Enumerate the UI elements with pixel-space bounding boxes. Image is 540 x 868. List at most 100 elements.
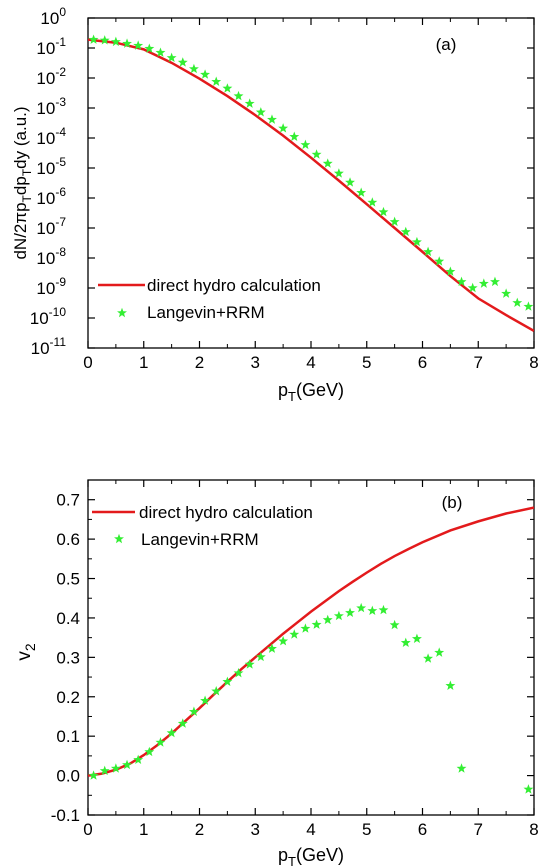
panel-a-langevin-point [133, 40, 144, 50]
panel-b-x-tick-label: 4 [306, 820, 315, 839]
panel-a-langevin-point [200, 69, 211, 79]
panel-a-y-tick-label: 10-5 [36, 155, 66, 178]
panel-b-langevin-point [177, 718, 188, 728]
panel-a-y-tick-label: 10-3 [36, 95, 66, 118]
panel-b-langevin-point [333, 610, 344, 621]
panel-a-y-tick-label: 10-11 [31, 335, 67, 358]
panel-b-langevin-point [166, 727, 177, 738]
panel-a-x-tick-label: 4 [306, 353, 315, 372]
panel-b-langevin-point [211, 686, 222, 696]
panel-a-langevin-point [378, 206, 389, 217]
panel-b-x-tick-label: 5 [362, 820, 371, 839]
panel-b-x-tick-label: 2 [195, 820, 204, 839]
panel-a-langevin-point [166, 52, 177, 63]
panel-a-x-tick-label: 0 [83, 353, 92, 372]
panel-a-x-tick-label: 3 [251, 353, 260, 372]
panel-b-x-tick-label: 8 [529, 820, 538, 839]
panel-a-plot-frame [87, 17, 535, 349]
panel-a-langevin-point [322, 158, 333, 168]
panel-a-langevin-point [99, 35, 110, 45]
panel-b-y-tick-label: 0.3 [56, 648, 80, 667]
panel-a-x-tick-label: 2 [195, 353, 204, 372]
panel-b-series-hydro-line [88, 506, 534, 777]
panel-a-langevin-point [155, 47, 166, 57]
panel-b-langevin-point [434, 647, 445, 657]
panel-b-langevin-point [267, 643, 277, 653]
panel-a-langevin-point [255, 107, 266, 117]
panel-b-langevin-point [367, 605, 378, 616]
panel-a-langevin-point [501, 288, 512, 298]
panel-b-langevin-point [99, 765, 110, 776]
panel-b-langevin-point [311, 619, 322, 629]
panel-a-langevin-point [445, 266, 456, 276]
panel-a-y-tick-label: 10-6 [36, 185, 66, 208]
panel-b-langevin-point [445, 680, 456, 690]
panel-a-langevin-point [434, 256, 445, 266]
panel-b-langevin-point [133, 754, 144, 765]
panel-a-langevin-point [88, 34, 99, 44]
panel-b-legend-label-hydro: direct hydro calculation [139, 503, 313, 522]
panel-b-series [88, 506, 534, 794]
panel-a-legend-label-hydro: direct hydro calculation [147, 276, 321, 295]
panel-b-x-tick-label: 6 [418, 820, 427, 839]
panel-a-x-tick-label: 1 [139, 353, 148, 372]
panel-a-langevin-point [467, 282, 478, 293]
panel-b-legend-star [114, 533, 124, 544]
panel-a-langevin-point [267, 114, 277, 124]
panel-a-y-tick-label: 10-4 [36, 125, 66, 148]
panel-a-langevin-point [345, 177, 355, 187]
panel-b-y-tick-label: 0.0 [56, 767, 80, 786]
panel-b-y-tick-label: 0.6 [56, 530, 80, 549]
panel-a-langevin-point [512, 297, 523, 308]
panel-b-ticks: 0 1 2 3 4 5 6 7 8 -0.1 0.0 0.1 0.2 0.3 0.4 0.5 0.6 0.7 [51, 480, 539, 839]
panel-b-legend-star-swatch [114, 533, 124, 544]
panel-a-y-tick-label: 100 [40, 5, 66, 28]
panel-a-langevin-point [222, 83, 233, 93]
panel-a-y-tick-label: 10-10 [30, 305, 67, 328]
panel-a-langevin-point [367, 197, 378, 207]
panel-a-x-tick-label: 8 [529, 353, 538, 372]
panel-b-langevin-point [423, 653, 434, 663]
panel-b-langevin-point [233, 667, 244, 678]
panel-a-langevin-point [400, 226, 411, 237]
panel-a-y-tick-label: 10-8 [36, 245, 66, 268]
panel-a-langevin-point [490, 276, 500, 287]
panel-b-y-tick-label: 0.2 [56, 688, 80, 707]
panel-b-x-tick-label: 3 [251, 820, 260, 839]
panel-b-langevin-point [378, 604, 389, 615]
panel-b-langevin-point [322, 614, 333, 625]
panel-b-langevin-point [400, 637, 411, 647]
panel-b-langevin-point [244, 659, 255, 669]
panel-b-langevin-point [88, 770, 99, 780]
panel-b-x-axis-label: pT(GeV) [278, 845, 344, 868]
panel-a-langevin-point [122, 38, 132, 48]
panel-a-label: (a) [436, 35, 457, 54]
panel-b-langevin-point [278, 635, 289, 646]
panel-b-label: (b) [442, 493, 463, 512]
panel-b-langevin-point [122, 759, 132, 770]
panel-b-langevin-point [155, 737, 166, 747]
panel-a-langevin-point [300, 139, 311, 150]
panel-a-ticks: 0 1 2 3 4 5 6 7 8 100 10-1 10-2 10-3 10-4 10-5 10-6 10-7… [30, 5, 539, 372]
panel-a-y-tick-label: 10-1 [36, 35, 66, 58]
panel-b-langevin-point [345, 607, 355, 618]
panel-b-x-tick-label: 1 [139, 820, 148, 839]
panel-b-x-tick-label: 7 [474, 820, 483, 839]
panel-a-langevin-point [523, 301, 534, 311]
panel-b-legend-label-langevin: Langevin+RRM [141, 530, 259, 549]
panel-a-langevin-point [356, 187, 367, 197]
panel-b-langevin-point [255, 651, 266, 662]
panel-a-legend-star-swatch [117, 307, 127, 318]
panel-b-y-tick-label: 0.7 [56, 491, 80, 510]
panel-a-langevin-point [110, 36, 121, 47]
panel-a-langevin-point [411, 236, 422, 247]
panel-a-langevin-point [478, 278, 489, 288]
panel-b-langevin-point [110, 763, 121, 773]
panel-a-x-axis-label: pT(GeV) [278, 380, 344, 404]
panel-a-langevin-point [278, 123, 289, 133]
panel-a-spectrum-chart: 0 1 2 3 4 5 6 7 8 100 10-1 10-2 10-3 10-4 10-5 10-6 10-7… [11, 5, 539, 404]
panel-b-langevin-point [222, 676, 233, 686]
panel-a-langevin-point [244, 98, 255, 108]
panel-b-langevin-point [523, 784, 534, 794]
